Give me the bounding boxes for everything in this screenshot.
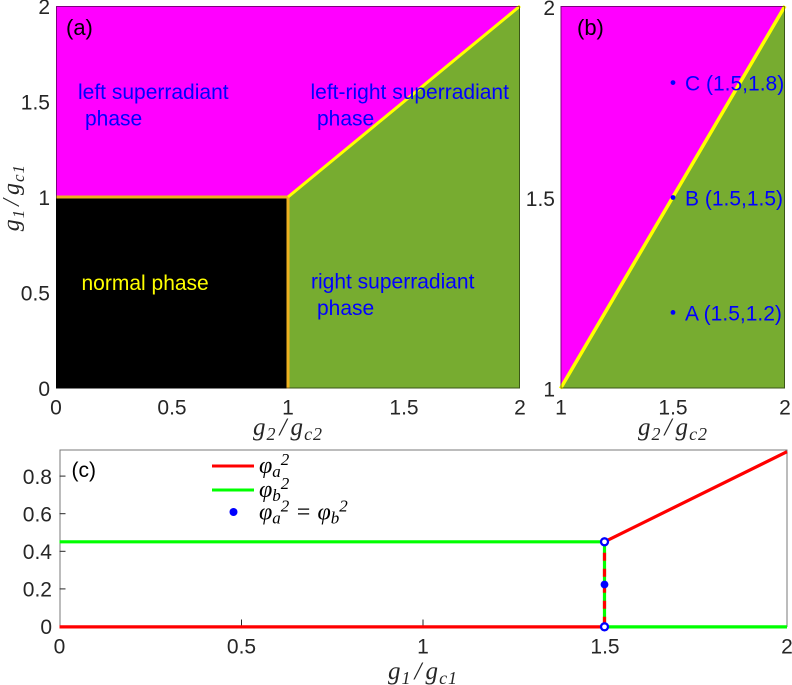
- svg-text:1.5: 1.5: [526, 188, 555, 211]
- svg-text:0.5: 0.5: [21, 283, 50, 306]
- svg-text:g2 / gc2: g2 / gc2: [253, 414, 323, 444]
- svg-text:2: 2: [781, 636, 792, 659]
- svg-text:0: 0: [38, 378, 50, 401]
- svg-text:1: 1: [282, 397, 294, 420]
- svg-text:0.4: 0.4: [23, 541, 53, 564]
- svg-text:1.5: 1.5: [389, 397, 418, 420]
- svg-text:0: 0: [40, 616, 52, 639]
- svg-text:0.5: 0.5: [157, 397, 186, 420]
- svg-text:1: 1: [417, 636, 429, 659]
- svg-text:0.6: 0.6: [23, 504, 52, 527]
- svg-text:1: 1: [38, 187, 50, 210]
- svg-text:phase: phase: [317, 108, 374, 131]
- svg-text:right superradiant: right superradiant: [311, 271, 475, 294]
- svg-text:C (1.5,1.8): C (1.5,1.8): [685, 73, 784, 96]
- svg-text:0.8: 0.8: [23, 466, 52, 489]
- svg-text:0.5: 0.5: [227, 636, 256, 659]
- svg-text:normal phase: normal phase: [82, 272, 209, 295]
- svg-text:B (1.5,1.5): B (1.5,1.5): [685, 188, 783, 211]
- svg-text:g1 / gc1: g1 / gc1: [0, 164, 28, 231]
- svg-text:2: 2: [543, 0, 555, 20]
- svg-text:left superradiant: left superradiant: [78, 81, 229, 104]
- svg-text:2: 2: [779, 397, 791, 420]
- svg-text:1.5: 1.5: [21, 92, 50, 115]
- svg-text:phase: phase: [85, 108, 142, 131]
- svg-text:1.5: 1.5: [590, 636, 619, 659]
- svg-text:0.2: 0.2: [23, 579, 52, 602]
- svg-text:0: 0: [50, 397, 62, 420]
- svg-text:1: 1: [555, 397, 567, 420]
- svg-text:(c): (c): [72, 459, 97, 482]
- svg-text:1: 1: [543, 379, 555, 402]
- svg-text:left-right superradiant: left-right superradiant: [311, 81, 510, 104]
- svg-text:g1 / gc1: g1 / gc1: [388, 658, 458, 685]
- svg-text:φa2 = φb2: φa2 = φb2: [259, 497, 348, 528]
- svg-text:g2 / gc2: g2 / gc2: [638, 414, 708, 444]
- svg-text:2: 2: [38, 0, 50, 19]
- svg-text:(a): (a): [66, 15, 93, 40]
- svg-text:2: 2: [514, 397, 526, 420]
- svg-text:0: 0: [54, 636, 66, 659]
- svg-text:(b): (b): [577, 15, 604, 40]
- svg-text:1.5: 1.5: [658, 397, 687, 420]
- svg-text:A (1.5,1.2): A (1.5,1.2): [685, 303, 782, 326]
- svg-text:phase: phase: [317, 297, 374, 320]
